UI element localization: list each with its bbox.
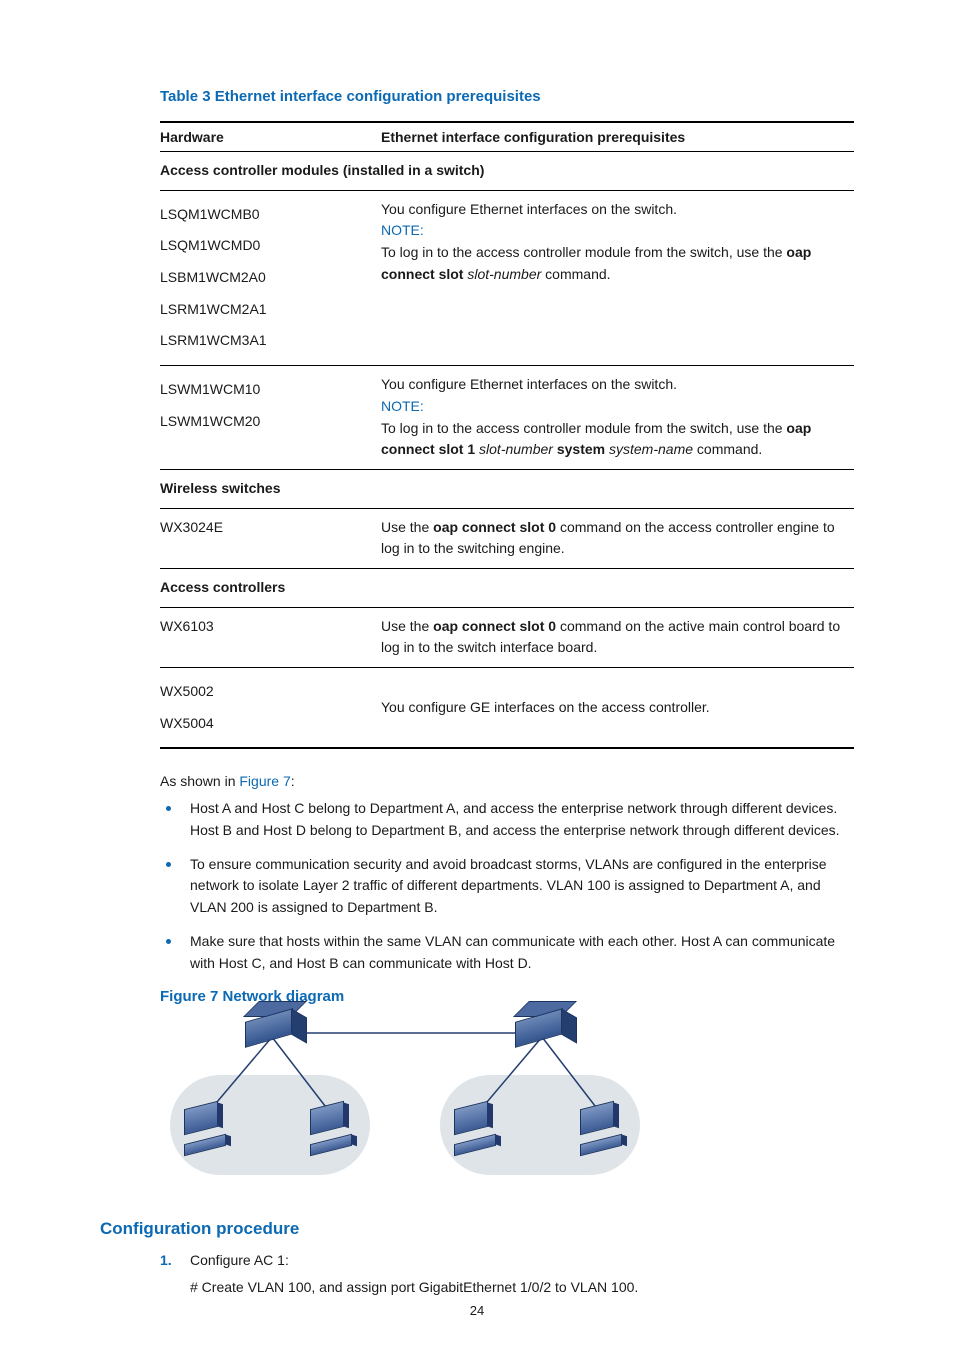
var: slot-number — [479, 441, 553, 457]
step-list: Configure AC 1: # Create VLAN 100, and a… — [160, 1249, 854, 1298]
hw-item: WX5004 — [160, 708, 375, 740]
switch-icon — [515, 1015, 563, 1041]
hw-item: LSQM1WCMB0 — [160, 199, 375, 231]
txt: As shown in — [160, 773, 239, 789]
note-label: NOTE: — [381, 220, 848, 242]
hw-item: LSRM1WCM2A1 — [160, 294, 375, 326]
note-body: To log in to the access controller modul… — [381, 242, 848, 285]
th-prereq: Ethernet interface configuration prerequ… — [381, 122, 854, 152]
var: slot-number — [467, 266, 541, 282]
txt: To log in to the access controller modul… — [381, 420, 786, 436]
network-diagram — [160, 1015, 660, 1185]
list-item: Host A and Host C belong to Department A… — [160, 798, 854, 841]
section-ws: Wireless switches — [160, 469, 854, 508]
cmd: system — [553, 441, 609, 457]
hw-cell: WX3024E — [160, 508, 381, 568]
page-number: 24 — [0, 1303, 954, 1318]
list-item: Make sure that hosts within the same VLA… — [160, 931, 854, 974]
hw-cell: WX6103 — [160, 607, 381, 667]
step-body: # Create VLAN 100, and assign port Gigab… — [190, 1276, 854, 1298]
hw-item: LSWM1WCM20 — [160, 406, 375, 438]
prereq-cell: Use the oap connect slot 0 command on th… — [381, 607, 854, 667]
hw-cell: LSQM1WCMB0 LSQM1WCMD0 LSBM1WCM2A0 LSRM1W… — [160, 190, 381, 365]
line: You configure Ethernet interfaces on the… — [381, 199, 848, 221]
table-row: WX5002 WX5004 You configure GE interface… — [160, 668, 854, 749]
prereq-cell: Use the oap connect slot 0 command on th… — [381, 508, 854, 568]
table-row: WX6103 Use the oap connect slot 0 comman… — [160, 607, 854, 667]
host-icon — [454, 1105, 500, 1151]
host-icon — [580, 1105, 626, 1151]
list-item: Configure AC 1: # Create VLAN 100, and a… — [160, 1249, 854, 1298]
hw-item: LSRM1WCM3A1 — [160, 325, 375, 357]
txt: command. — [541, 266, 610, 282]
txt: To log in to the access controller modul… — [381, 244, 786, 260]
list-item: To ensure communication security and avo… — [160, 854, 854, 919]
page: Table 3 Ethernet interface configuration… — [0, 0, 954, 1358]
txt: Use the — [381, 519, 433, 535]
prereq-cell: You configure Ethernet interfaces on the… — [381, 366, 854, 470]
cmd: oap connect slot 0 — [433, 618, 556, 634]
txt: : — [291, 773, 295, 789]
host-icon — [310, 1105, 356, 1151]
bullet-list: Host A and Host C belong to Department A… — [160, 798, 854, 974]
prereq-table: Hardware Ethernet interface configuratio… — [160, 121, 854, 749]
txt: command. — [693, 441, 762, 457]
section-acm: Access controller modules (installed in … — [160, 152, 854, 191]
host-icon — [184, 1105, 230, 1151]
line: You configure Ethernet interfaces on the… — [381, 374, 848, 396]
hw-item: WX5002 — [160, 676, 375, 708]
hw-item: LSBM1WCM2A0 — [160, 262, 375, 294]
section-ac: Access controllers — [160, 568, 854, 607]
cmd: oap connect slot 0 — [433, 519, 556, 535]
prereq-cell: You configure Ethernet interfaces on the… — [381, 190, 854, 365]
table-row: LSQM1WCMB0 LSQM1WCMD0 LSBM1WCM2A0 LSRM1W… — [160, 190, 854, 365]
var: system-name — [609, 441, 693, 457]
th-hardware: Hardware — [160, 122, 381, 152]
hw-cell: WX5002 WX5004 — [160, 668, 381, 749]
step-title: Configure AC 1: — [190, 1252, 289, 1268]
switch-icon — [245, 1015, 293, 1041]
table-row: LSWM1WCM10 LSWM1WCM20 You configure Ethe… — [160, 366, 854, 470]
note-body: To log in to the access controller modul… — [381, 418, 848, 461]
section-heading: Configuration procedure — [100, 1219, 854, 1239]
figure-xref[interactable]: Figure 7 — [239, 773, 290, 789]
prereq-cell: You configure GE interfaces on the acces… — [381, 668, 854, 749]
table-caption: Table 3 Ethernet interface configuration… — [160, 88, 854, 105]
note-label: NOTE: — [381, 396, 848, 418]
wire-lines — [160, 1015, 660, 1185]
hw-item: LSQM1WCMD0 — [160, 230, 375, 262]
lead-paragraph: As shown in Figure 7: — [160, 771, 854, 792]
table-row: WX3024E Use the oap connect slot 0 comma… — [160, 508, 854, 568]
txt: Use the — [381, 618, 433, 634]
hw-cell: LSWM1WCM10 LSWM1WCM20 — [160, 366, 381, 470]
hw-item: LSWM1WCM10 — [160, 374, 375, 406]
